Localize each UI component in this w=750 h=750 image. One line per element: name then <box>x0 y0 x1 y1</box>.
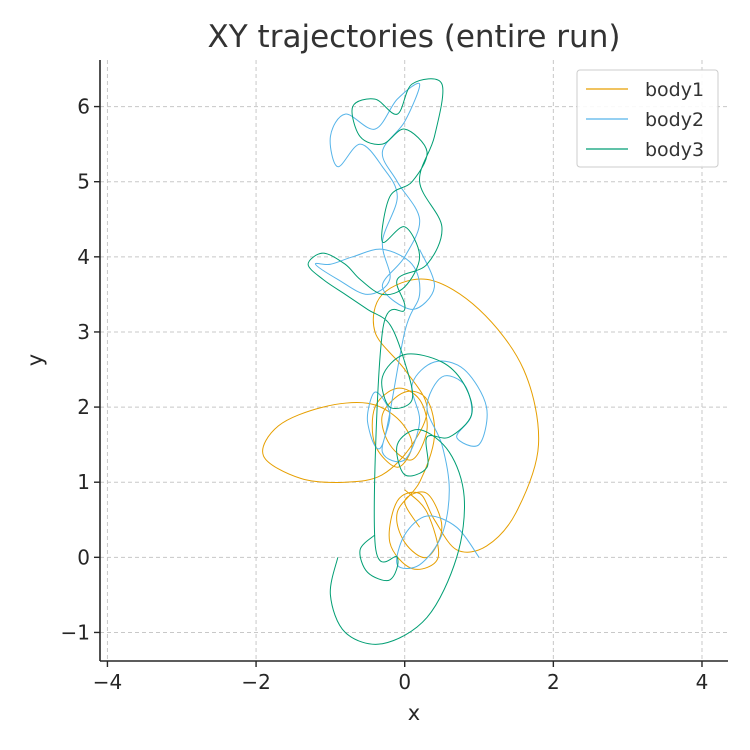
x-tick-label: −4 <box>93 670 122 694</box>
series-line-body1 <box>262 278 540 570</box>
legend-box <box>576 69 719 168</box>
legend-label-body3: body3 <box>645 139 704 161</box>
y-tick-label: 5 <box>77 170 90 194</box>
axis-ticks: −4 −2 0 2 4 −1 0 1 2 3 4 5 6 <box>61 95 709 694</box>
legend-label-body1: body1 <box>645 79 704 101</box>
x-tick-label: −2 <box>241 670 270 694</box>
y-tick-label: 0 <box>77 545 90 569</box>
y-tick-label: −1 <box>61 620 90 644</box>
y-tick-label: 4 <box>77 245 90 269</box>
x-tick-label: 0 <box>398 670 411 694</box>
chart-title: XY trajectories (entire run) <box>208 19 621 55</box>
y-tick-label: 6 <box>77 95 90 119</box>
axes <box>99 60 728 662</box>
y-tick-label: 3 <box>77 320 90 344</box>
legend-label-body2: body2 <box>645 109 704 131</box>
x-axis-label: x <box>408 701 420 725</box>
series-line-body2 <box>314 82 488 570</box>
legend: body1 body2 body3 <box>576 69 719 168</box>
grid-lines <box>100 60 728 661</box>
series-line-body3 <box>307 78 473 645</box>
x-tick-label: 2 <box>547 670 560 694</box>
y-tick-label: 1 <box>77 470 90 494</box>
y-axis-label: y <box>23 354 47 366</box>
x-tick-label: 4 <box>696 670 709 694</box>
y-tick-label: 2 <box>77 395 90 419</box>
series-layer <box>262 78 540 645</box>
